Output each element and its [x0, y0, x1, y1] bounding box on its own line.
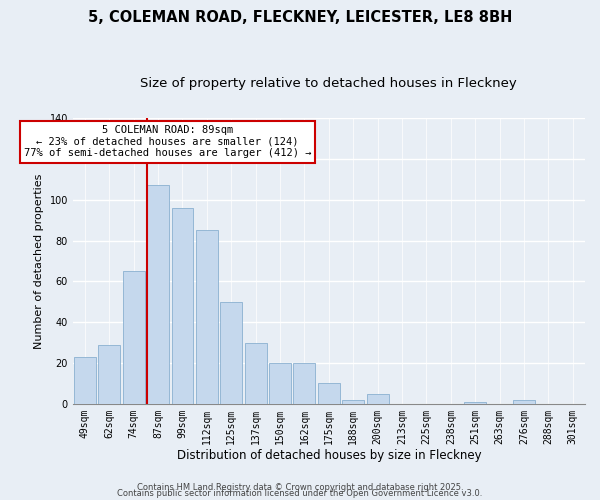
Bar	[147, 186, 169, 404]
Bar	[464, 402, 486, 404]
Title: Size of property relative to detached houses in Fleckney: Size of property relative to detached ho…	[140, 78, 517, 90]
X-axis label: Distribution of detached houses by size in Fleckney: Distribution of detached houses by size …	[176, 450, 481, 462]
Bar	[318, 384, 340, 404]
Bar	[342, 400, 364, 404]
Bar	[269, 363, 291, 404]
Bar	[98, 344, 120, 404]
Bar	[513, 400, 535, 404]
Bar	[245, 342, 266, 404]
Bar	[123, 271, 145, 404]
Bar	[172, 208, 193, 404]
Text: Contains public sector information licensed under the Open Government Licence v3: Contains public sector information licen…	[118, 490, 482, 498]
Text: Contains HM Land Registry data © Crown copyright and database right 2025.: Contains HM Land Registry data © Crown c…	[137, 484, 463, 492]
Bar	[220, 302, 242, 404]
Y-axis label: Number of detached properties: Number of detached properties	[34, 174, 44, 348]
Bar	[293, 363, 316, 404]
Text: 5, COLEMAN ROAD, FLECKNEY, LEICESTER, LE8 8BH: 5, COLEMAN ROAD, FLECKNEY, LEICESTER, LE…	[88, 10, 512, 25]
Bar	[74, 357, 96, 404]
Bar	[367, 394, 389, 404]
Bar	[196, 230, 218, 404]
Text: 5 COLEMAN ROAD: 89sqm
← 23% of detached houses are smaller (124)
77% of semi-det: 5 COLEMAN ROAD: 89sqm ← 23% of detached …	[24, 125, 311, 158]
